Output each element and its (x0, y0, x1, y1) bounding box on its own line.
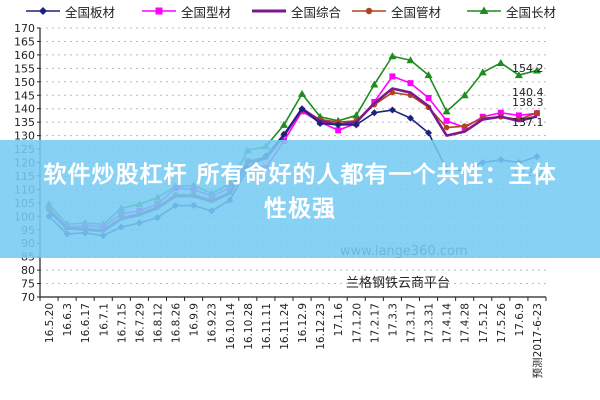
x-tick-label: 17.5.12 (478, 303, 490, 343)
x-tick-label: 17.5.26 (496, 303, 508, 343)
x-tick-label: 16.6.17 (80, 303, 92, 343)
banner-headline[interactable]: 软件炒股杠杆 所有命好的人都有一个共性：主体 性极强 (0, 158, 600, 226)
x-tick-label: 17.1.6 (333, 303, 345, 337)
banner-line-2: 性极强 (264, 196, 336, 222)
y-tick-label: 145 (14, 89, 35, 102)
y-tick-label: 155 (14, 62, 35, 75)
x-tick-label: 17.2.17 (369, 303, 381, 343)
x-tick-label: 16.7.1 (98, 303, 110, 336)
x-tick-label: 17.4.28 (460, 303, 472, 343)
x-tick-label: 16.12.9 (297, 303, 309, 343)
legend: 全国板材 全国型材 全国综合 全国管材 全国长材 (0, 0, 600, 24)
end-value-label: 140.4 (512, 86, 544, 99)
x-tick-label: 预测2017-6-23 (531, 303, 544, 378)
x-tick-label: 17.3.17 (405, 303, 417, 343)
legend-label: 全国型材 (181, 4, 232, 20)
x-tick-label: 16.5.20 (44, 303, 56, 343)
x-tick-label: 16.9.9 (189, 303, 201, 336)
x-tick-label: 16.11.11 (261, 303, 273, 350)
legend-item-4: 全国管材 (350, 3, 442, 20)
x-tick-label: 16.10.14 (225, 303, 237, 350)
triangle-marker-icon (467, 6, 501, 14)
y-tick-label: 130 (14, 130, 35, 143)
x-axis-ticks: 16.5.20 16.6.3 16.6.17 16.7.1 16.7.15 16.7.29… (39, 297, 547, 378)
y-tick-label: 135 (14, 116, 35, 129)
x-tick-label: 16.7.29 (134, 303, 146, 343)
x-tick-label: 17.6.9 (514, 303, 526, 336)
y-tick-label: 70 (21, 291, 35, 304)
square-marker-icon (142, 7, 176, 15)
watermark-name: 兰格钢铁云商平台 (346, 276, 451, 291)
legend-item-3: 全国综合 (250, 3, 342, 20)
legend-item-2: 全国型材 (140, 3, 232, 20)
x-tick-label: 16.10.28 (243, 303, 255, 350)
legend-item-1: 全国板材 (24, 3, 116, 20)
legend-label: 全国管材 (391, 4, 442, 20)
x-tick-label: 17.4.14 (442, 303, 454, 343)
x-tick-label: 16.7.15 (116, 303, 128, 343)
x-tick-label: 17.3.3 (387, 303, 399, 336)
x-tick-label: 16.6.3 (62, 303, 74, 336)
legend-item-5: 全国长材 (465, 3, 557, 20)
legend-label: 全国板材 (65, 4, 116, 20)
overlay-banner (0, 140, 600, 258)
x-tick-label: 17.1.20 (351, 303, 363, 343)
x-tick-label: 16.8.12 (152, 303, 164, 343)
y-tick-label: 80 (21, 264, 35, 277)
x-tick-label: 16.9.23 (207, 303, 219, 343)
y-tick-label: 150 (14, 76, 35, 89)
legend-label: 全国综合 (291, 4, 342, 20)
y-tick-label: 140 (14, 103, 35, 116)
x-tick-label: 16.12.23 (315, 303, 327, 350)
y-tick-label: 160 (14, 49, 35, 62)
banner-line-1: 软件炒股杠杆 所有命好的人都有一个共性：主体 (43, 162, 557, 188)
x-tick-label: 16.8.26 (171, 303, 183, 343)
none-marker-icon (252, 9, 286, 13)
x-tick-label: 17.3.31 (424, 303, 436, 343)
end-value-label: 138.3 (512, 96, 544, 109)
diamond-marker-icon (26, 7, 60, 15)
circle-marker-icon (352, 7, 386, 15)
y-tick-label: 165 (14, 35, 35, 48)
x-tick-label: 16.11.24 (279, 303, 291, 350)
legend-label: 全国长材 (506, 4, 557, 20)
y-tick-label: 170 (14, 22, 35, 35)
end-value-label: 137.1 (512, 116, 544, 129)
end-value-label: 154.2 (512, 62, 544, 75)
y-tick-label: 75 (21, 278, 35, 291)
